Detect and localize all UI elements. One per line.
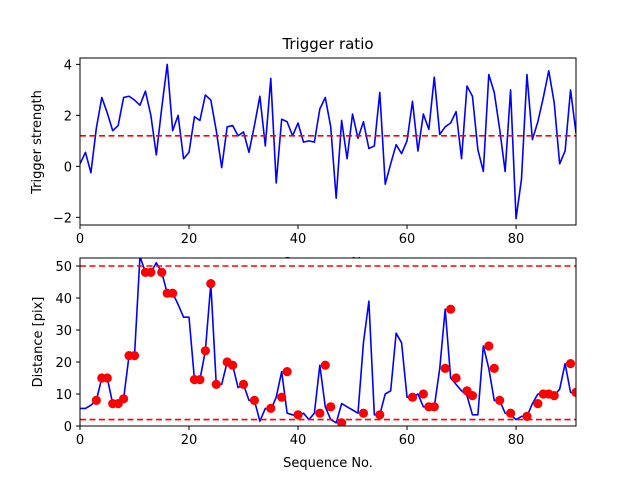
top-y-tick-label: 2 [64,109,72,124]
distance-marker [157,267,167,277]
bottom-y-tick-label: 40 [55,292,72,307]
bottom-x-tick-label: 60 [399,433,416,448]
distance-marker [168,288,178,298]
distance-marker [565,359,576,369]
distance-marker [249,395,260,405]
bottom-y-tick-label: 50 [55,260,72,275]
distance-marker [277,392,287,402]
top-plot-frame [79,57,577,226]
distance-marker [489,363,499,373]
top-y-tick-label: 4 [64,58,72,73]
distance-marker [495,395,505,405]
trigger-ratio-subplot: Trigger ratio Trigger strength Sequence … [30,35,577,271]
top-y-tick-label: −2 [53,211,72,226]
top-x-tick-label: 80 [508,232,525,247]
top-x-tick-label: 60 [399,232,416,247]
bottom-x-tick-label: 40 [290,433,307,448]
top-x-tick-label: 0 [76,232,84,247]
distance-marker [326,402,336,412]
bottom-x-tick-label: 0 [76,433,84,448]
bottom-plot-frame [79,257,577,427]
top-y-tick-label: 0 [64,160,72,175]
distance-marker [429,402,439,412]
distance-marker [407,392,418,402]
distance-marker [484,341,494,351]
distance-marker [211,379,221,389]
top-x-tick-label: 20 [181,232,198,247]
top-x-tick-label: 40 [290,232,307,247]
bottom-x-tick-label: 80 [508,433,525,448]
bottom-y-tick-label: 0 [64,420,72,435]
distance-marker [266,403,276,413]
distance-subplot: Distance [pix] 0 20 40 60 80 0 10 20 30 40 50 Sequ… [31,257,577,471]
top-y-axis-label: Trigger strength [30,90,45,195]
trigger-strength-line [80,63,576,220]
distance-marker [282,367,292,377]
distance-marker [102,373,112,383]
distance-marker [320,360,330,370]
distance-marker [200,346,210,356]
distance-marker [446,304,456,314]
distance-marker [119,394,129,404]
distance-marker [91,395,101,405]
bottom-x-axis-label: Sequence No. [283,456,373,471]
distance-marker [358,408,369,418]
bottom-y-axis-label: Distance [pix] [31,297,46,388]
distance-marker [418,389,428,399]
distance-marker [505,408,516,418]
distance-marker [571,387,576,397]
distance-marker [375,410,385,420]
bottom-y-tick-label: 30 [55,324,72,339]
distance-marker [146,267,156,277]
distance-marker [238,379,249,389]
distance-marker [533,399,543,409]
distance-marker [522,411,532,421]
distance-marker [337,418,347,426]
distance-marker [293,410,303,420]
distance-marker [549,391,559,401]
distance-marker [206,279,216,289]
distance-marker [467,391,478,401]
distance-marker [440,363,450,373]
chart-title: Trigger ratio [281,35,373,53]
distance-marker [195,375,205,385]
distance-marker [228,360,238,370]
distance-marker [129,351,140,361]
distance-marker [451,373,461,383]
bottom-y-tick-label: 10 [55,388,72,403]
distance-marker [315,408,325,418]
bottom-y-tick-label: 20 [55,356,72,371]
bottom-x-tick-label: 20 [181,433,198,448]
